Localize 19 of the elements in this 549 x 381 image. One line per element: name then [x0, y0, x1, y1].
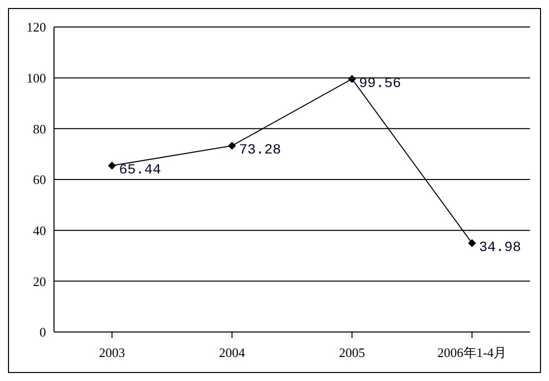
y-tick-label: 80: [33, 121, 46, 136]
point: [348, 74, 356, 83]
data-label: 65.44: [119, 162, 162, 179]
y-tick-label: 100: [26, 70, 46, 86]
data-label: 34.98: [479, 240, 522, 256]
x-tick-label: 2004: [219, 345, 246, 360]
y-tick-label: 60: [33, 172, 46, 188]
x-tick-label: 2006年1-4月: [437, 345, 507, 360]
data-label: 73.28: [239, 142, 282, 159]
data-label: 99.56: [359, 76, 402, 92]
x-tick-label: 2003: [99, 345, 125, 360]
y-tick-label: 20: [33, 274, 46, 289]
point: [228, 142, 236, 150]
x-tick-label: 2005: [339, 345, 365, 360]
y-tick-label: 40: [33, 222, 46, 238]
y-tick-label: 120: [26, 20, 46, 35]
point: [108, 162, 116, 170]
point: [468, 239, 476, 248]
y-tick-label: 0: [40, 324, 46, 340]
